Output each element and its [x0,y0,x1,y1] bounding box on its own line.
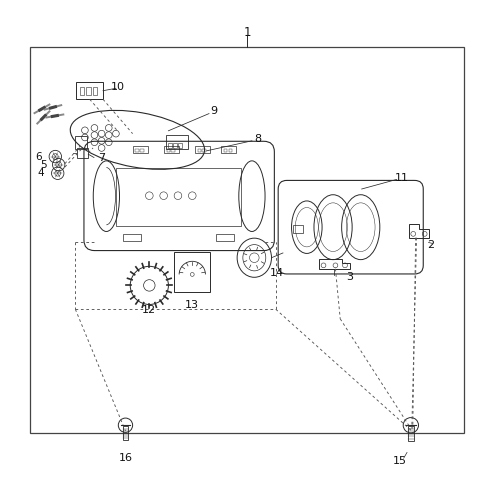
Bar [166,135,188,149]
Bar [168,143,172,148]
Bar [140,149,144,152]
Bar [293,225,303,233]
Bar [93,87,97,95]
Bar [30,47,464,433]
Bar [202,149,205,152]
Bar [216,234,234,241]
Bar [132,146,148,153]
Text: 13: 13 [185,300,199,310]
Bar [167,149,170,152]
Bar [221,146,236,153]
Bar [116,168,241,226]
Bar [80,87,84,95]
Bar [135,149,139,152]
Bar [195,146,210,153]
Text: 8: 8 [254,135,262,144]
Text: 7: 7 [98,153,105,162]
Text: 9: 9 [210,106,217,116]
Text: 12: 12 [142,305,156,315]
Text: 1: 1 [243,26,251,39]
Bar [86,87,91,95]
Bar [77,148,88,158]
Bar [76,82,103,99]
Text: 3: 3 [346,272,353,282]
Bar [123,234,141,241]
Bar [171,149,175,152]
Bar [75,136,87,149]
Bar [173,143,177,148]
Bar [164,146,179,153]
Bar [198,149,201,152]
Text: 14: 14 [270,268,284,278]
Text: 15: 15 [393,456,407,466]
Text: 10: 10 [111,82,125,92]
Text: 11: 11 [395,172,409,182]
Bar [174,252,210,292]
Text: 2: 2 [427,240,434,250]
Bar [122,426,128,439]
Text: 16: 16 [119,453,132,463]
Bar [224,149,227,152]
Text: 6: 6 [36,152,42,162]
Bar [179,143,182,148]
Bar [408,426,414,440]
Text: 5: 5 [40,160,47,170]
Bar [228,149,232,152]
Text: 4: 4 [38,168,44,178]
